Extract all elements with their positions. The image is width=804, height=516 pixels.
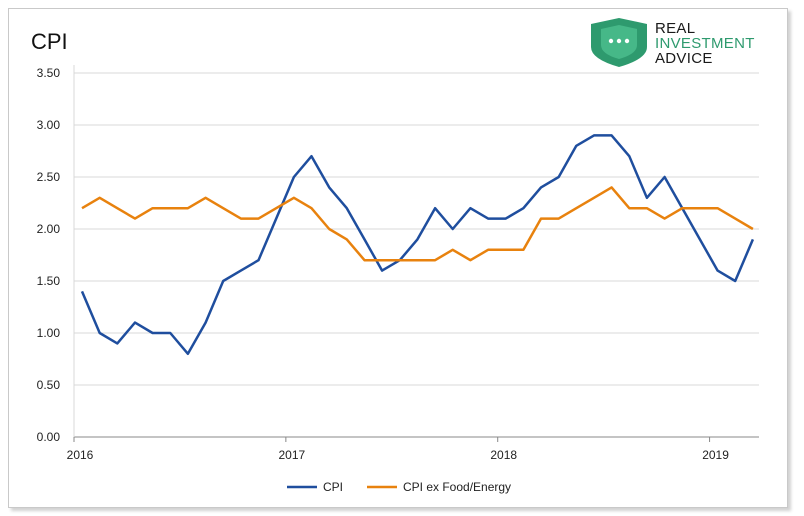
y-tick-label: 3.00 xyxy=(37,118,61,132)
y-tick-label: 1.00 xyxy=(37,326,61,340)
x-tick-label: 2018 xyxy=(490,448,517,462)
series-line-cpi-ex-food-energy xyxy=(81,186,754,262)
x-tick-label: 2017 xyxy=(279,448,306,462)
x-axis: 2016 2017 2018 2019 xyxy=(67,65,759,462)
y-tick-label: 2.00 xyxy=(37,222,61,236)
brand-line-3: ADVICE xyxy=(655,50,713,67)
cpi-line-chart: CPI REAL INVESTMENT ADVICE 0.00 0.50 1.00 1… xyxy=(31,18,759,494)
chart-title: CPI xyxy=(31,29,68,54)
y-tick-label: 1.50 xyxy=(37,274,61,288)
x-tick-label: 2016 xyxy=(67,448,94,462)
y-tick-label: 0.50 xyxy=(37,378,61,392)
brand-line-1: REAL xyxy=(655,20,695,37)
series-line-cpi xyxy=(80,134,755,356)
brand-line-2: INVESTMENT xyxy=(655,35,755,52)
legend-label-cpi-ex-food-energy: CPI ex Food/Energy xyxy=(403,480,511,494)
series-lines xyxy=(80,134,755,356)
y-tick-label: 0.00 xyxy=(37,430,61,444)
y-axis-ticks: 0.00 0.50 1.00 1.50 2.00 2.50 3.00 3.50 xyxy=(37,66,61,444)
y-tick-label: 2.50 xyxy=(37,170,61,184)
gridlines xyxy=(74,72,759,386)
brand-logo: REAL INVESTMENT ADVICE xyxy=(591,18,755,67)
legend: CPI CPI ex Food/Energy xyxy=(287,480,511,494)
y-tick-label: 3.50 xyxy=(37,66,61,80)
chart-frame: CPI REAL INVESTMENT ADVICE 0.00 0.50 1.00 1… xyxy=(8,8,788,508)
x-tick-label: 2019 xyxy=(702,448,729,462)
legend-label-cpi: CPI xyxy=(323,480,343,494)
